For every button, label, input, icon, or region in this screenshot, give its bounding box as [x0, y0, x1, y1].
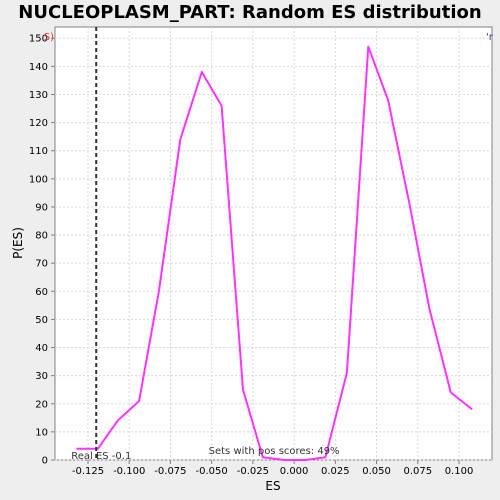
- y-tick-label: 50: [35, 315, 48, 326]
- y-tick-label: 140: [29, 62, 48, 73]
- x-tick-label: -0.050: [196, 466, 228, 477]
- y-tick-label: 20: [35, 399, 48, 410]
- y-tick-label: 0: [42, 456, 48, 467]
- y-tick-label: 80: [35, 231, 48, 242]
- y-tick-label: 60: [35, 287, 48, 298]
- x-tick-label: -0.025: [237, 466, 269, 477]
- y-tick-label: 40: [35, 343, 48, 354]
- x-tick-label: 0.050: [362, 466, 391, 477]
- x-tick-label: -0.125: [72, 466, 104, 477]
- y-tick-label: 100: [29, 174, 48, 185]
- y-tick-label: 90: [35, 202, 48, 213]
- corner-right-text: 'r: [486, 32, 494, 43]
- y-tick-label: 120: [29, 118, 48, 129]
- y-tick-label: 130: [29, 90, 48, 101]
- x-tick-label: 0.000: [280, 466, 309, 477]
- y-tick-label: 70: [35, 259, 48, 270]
- series-line: [76, 45, 473, 461]
- real-es-label: Real ES -0.1: [71, 451, 131, 462]
- gridlines: [55, 27, 492, 461]
- y-tick-label: 30: [35, 371, 48, 382]
- y-tick-label: 10: [35, 427, 48, 438]
- pos-scores-annotation: Sets with pos scores: 49%: [209, 446, 340, 457]
- series-marks: Real ES -0.1 Sets with pos scores: 49%: [71, 27, 473, 462]
- x-tick-label: -0.075: [154, 466, 186, 477]
- x-tick-label: 0.100: [445, 466, 474, 477]
- plot-area: [54, 26, 493, 461]
- x-tick-label: -0.100: [113, 466, 145, 477]
- y-tick-label: 150: [29, 34, 48, 45]
- corner-left-text: S): [44, 32, 54, 43]
- axes: 0 10 20 30 40 50 60 70 80 90 100 110 120 130 140 150 -0.…: [29, 34, 473, 477]
- x-axis-label: ES: [265, 479, 280, 493]
- x-tick-label: 0.025: [321, 466, 350, 477]
- x-tick-label: 0.075: [403, 466, 432, 477]
- chart-title: NUCLEOPLASM_PART: Random ES distribution: [18, 2, 481, 23]
- y-tick-label: 110: [29, 146, 48, 157]
- y-axis-label: P(ES): [11, 227, 25, 259]
